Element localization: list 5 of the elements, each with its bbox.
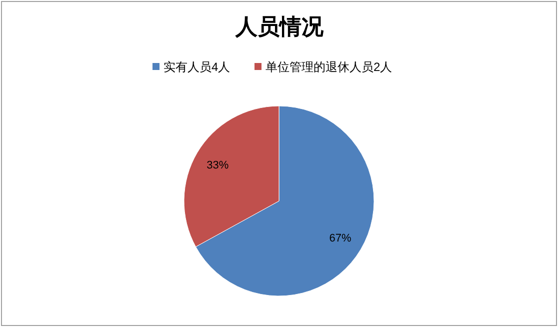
legend-label: 单位管理的退休人员2人 [266,60,392,74]
data-label: 33% [206,160,229,172]
chart-title: 人员情况 [234,14,324,39]
legend-label: 实有人员4人 [164,60,230,74]
data-label: 67% [329,232,352,244]
